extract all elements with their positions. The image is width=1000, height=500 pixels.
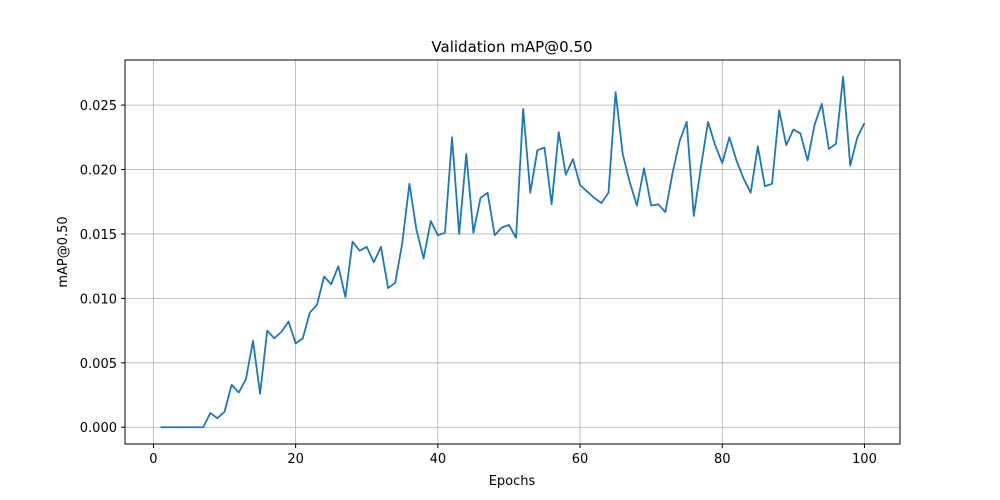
x-axis-label: Epochs xyxy=(489,474,536,489)
y-tick-label: 0.020 xyxy=(80,164,117,179)
x-tick-label: 0 xyxy=(149,452,157,467)
chart-title: Validation mAP@0.50 xyxy=(431,38,592,56)
y-tick-label: 0.015 xyxy=(80,228,117,243)
y-tick-label: 0.000 xyxy=(80,421,117,436)
x-tick-label: 100 xyxy=(852,452,877,467)
y-axis-label: mAP@0.50 xyxy=(56,216,71,287)
x-tick-label: 80 xyxy=(714,452,731,467)
y-tick-label: 0.005 xyxy=(80,357,117,372)
x-tick-label: 20 xyxy=(287,452,304,467)
plot-frame xyxy=(124,59,901,445)
y-tick-label: 0.025 xyxy=(80,99,117,114)
x-tick-label: 60 xyxy=(572,452,589,467)
series-group xyxy=(160,75,866,429)
series-line xyxy=(160,75,866,429)
y-tick-label: 0.010 xyxy=(80,292,117,307)
ticks: 0 20 40 60 80 100 0.000 0.005 0.010 0.015 0.020 0.0… xyxy=(80,99,877,467)
x-tick-label: 40 xyxy=(430,452,447,467)
